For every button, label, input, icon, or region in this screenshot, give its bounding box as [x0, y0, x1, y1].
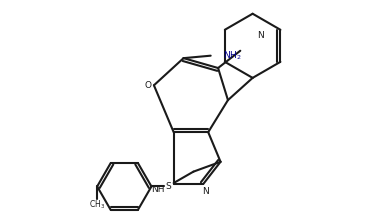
Text: NH$_2$: NH$_2$	[223, 49, 242, 62]
Text: S: S	[166, 182, 171, 191]
Text: O: O	[144, 81, 151, 90]
Text: NH: NH	[151, 185, 165, 194]
Text: N: N	[202, 187, 209, 196]
Text: N: N	[257, 31, 263, 40]
Text: CH$_3$: CH$_3$	[89, 198, 105, 211]
